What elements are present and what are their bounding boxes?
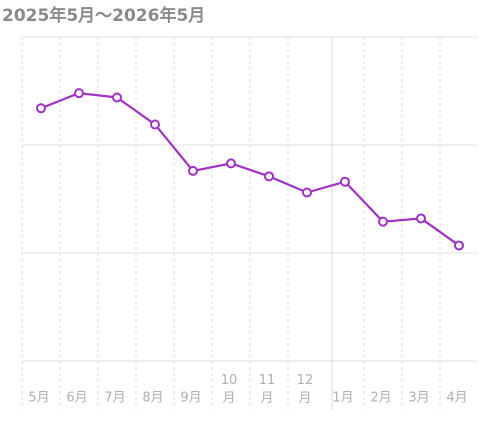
point	[340, 176, 350, 187]
point	[112, 92, 122, 103]
chart-title: 2025年5月～2026年5月	[2, 5, 205, 26]
point	[150, 119, 160, 130]
point	[226, 158, 236, 169]
point	[302, 187, 312, 198]
x-tick-label: 11 月	[259, 373, 276, 406]
point	[36, 103, 46, 114]
point	[378, 216, 388, 227]
x-tick-label: 1月	[332, 391, 353, 406]
x-tick-label: 8月	[142, 391, 163, 406]
x-tick-label: 7月	[104, 391, 125, 406]
x-tick-label: 2月	[370, 391, 391, 406]
x-tick-label: 10 月	[221, 373, 238, 406]
x-tick-label: 5月	[28, 391, 49, 406]
x-tick-label: 9月	[180, 391, 201, 406]
point	[454, 240, 464, 251]
line	[40, 92, 460, 247]
point	[264, 171, 274, 182]
point	[74, 88, 84, 99]
x-tick-label: 3月	[408, 391, 429, 406]
x-tick-label: 4月	[446, 391, 467, 406]
point	[188, 165, 198, 176]
x-tick-label: 12 月	[297, 373, 314, 406]
x-tick-label: 6月	[66, 391, 87, 406]
point	[416, 213, 426, 224]
